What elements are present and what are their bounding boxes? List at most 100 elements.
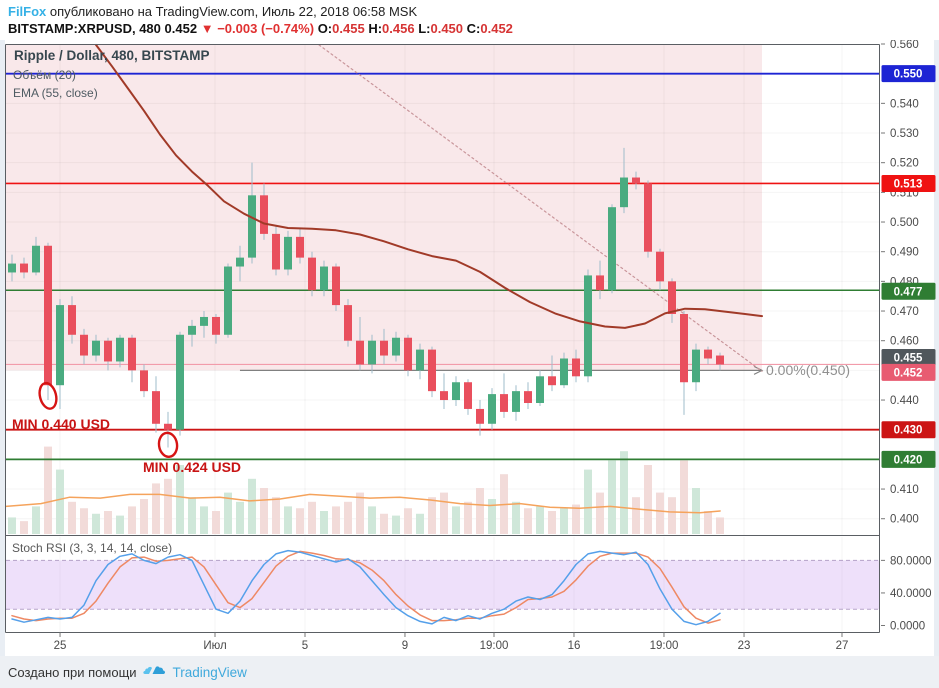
time-axis-label[interactable]: 16: [568, 640, 581, 652]
close-value: 0.452: [480, 21, 513, 36]
price-badge-label: 0.513: [894, 178, 923, 190]
candle-up: [560, 358, 568, 386]
time-axis-label[interactable]: 19:00: [650, 640, 679, 652]
tradingview-brand[interactable]: TradingView: [172, 664, 247, 680]
candle-down: [152, 391, 160, 424]
min-0440-annotation: MIN 0.440 USD: [12, 416, 111, 432]
volume-bar: [692, 488, 700, 534]
low-circle-0424: [157, 431, 179, 458]
candle-up: [692, 349, 700, 383]
low-circle-0440: [38, 381, 58, 410]
time-axis-label[interactable]: 19:00: [480, 640, 509, 652]
candle-up: [116, 337, 124, 362]
chart-legend-title[interactable]: Ripple / Dollar, 480, BITSTAMP: [14, 48, 210, 63]
price-axis-label[interactable]: 0.460: [890, 336, 919, 348]
volume-bar: [212, 511, 220, 534]
high-value: 0.456: [382, 21, 415, 36]
header-bar: FilFox опубликовано на TradingView.com, …: [0, 0, 939, 40]
candle-down: [464, 382, 472, 409]
volume-bar: [248, 478, 256, 534]
time-axis-label[interactable]: 25: [54, 640, 67, 652]
volume-bar: [272, 497, 280, 534]
candle-down: [680, 313, 688, 383]
last-price: 0.452: [164, 21, 198, 36]
volume-bar: [296, 508, 304, 534]
symbol-title[interactable]: BITSTAMP:XRPUSD, 480: [8, 21, 161, 36]
price-axis-label[interactable]: 0.490: [890, 247, 919, 259]
candle-down: [716, 355, 724, 365]
open-value: 0.455: [332, 21, 365, 36]
candle-up: [224, 266, 232, 335]
candle-down: [128, 337, 136, 371]
price-axis-label[interactable]: 0.520: [890, 158, 919, 170]
volume-bar: [464, 501, 472, 534]
candle-down: [704, 349, 712, 359]
candle-down: [572, 358, 580, 377]
volume-bar: [452, 506, 460, 534]
stoch-axis-label[interactable]: 40.0000: [890, 588, 932, 600]
candle-down: [80, 334, 88, 356]
stoch-axis-label[interactable]: 0.0000: [890, 621, 925, 633]
time-axis-label[interactable]: 5: [302, 640, 308, 652]
volume-bar: [620, 451, 628, 534]
volume-bar: [560, 508, 568, 534]
price-axis-label[interactable]: 0.400: [890, 514, 919, 526]
volume-bar: [176, 465, 184, 534]
volume-bar: [512, 501, 520, 534]
volume-bar: [572, 504, 580, 534]
volume-bar: [644, 465, 652, 534]
candle-down: [164, 423, 172, 430]
price-axis-label[interactable]: 0.410: [890, 484, 919, 496]
stoch-axis-label[interactable]: 80.0000: [890, 555, 932, 567]
stoch-rsi-label[interactable]: Stoch RSI (3, 3, 14, 14, close): [12, 541, 173, 555]
candle-up: [248, 195, 256, 258]
time-axis-label[interactable]: 27: [836, 640, 849, 652]
price-axis-label[interactable]: 0.440: [890, 395, 919, 407]
volume-indicator-label[interactable]: Объём (20): [13, 68, 76, 82]
volume-bar: [224, 492, 232, 534]
right-edge-strip: [934, 40, 939, 656]
volume-bar: [164, 478, 172, 534]
candle-down: [44, 245, 52, 386]
volume-bar: [320, 511, 328, 534]
volume-bar: [152, 483, 160, 534]
volume-bar: [524, 508, 532, 534]
price-axis-label[interactable]: 0.500: [890, 217, 919, 229]
time-axis-label[interactable]: 23: [738, 640, 751, 652]
volume-bar: [404, 508, 412, 534]
candle-down: [596, 275, 604, 291]
candle-up: [176, 334, 184, 430]
candle-up: [92, 340, 100, 356]
high-label: H:: [368, 21, 383, 36]
volume-bar: [260, 488, 268, 534]
price-badge-label: 0.430: [894, 425, 923, 437]
ema-indicator-label[interactable]: EMA (55, close): [13, 86, 98, 100]
volume-bar: [344, 501, 352, 534]
candle-down: [500, 394, 508, 412]
price-axis-label[interactable]: 0.560: [890, 39, 919, 51]
candle-up: [584, 275, 592, 377]
time-axis-label[interactable]: 9: [402, 640, 408, 652]
low-value: 0.450: [430, 21, 464, 36]
candle-up: [392, 337, 400, 356]
candle-down: [308, 257, 316, 291]
tradingview-logo-icon[interactable]: [142, 663, 167, 681]
price-axis-label[interactable]: 0.470: [890, 306, 919, 318]
volume-bar: [680, 460, 688, 534]
attribution-bar: Создано при помощи TradingView: [0, 656, 939, 688]
volume-bar: [608, 460, 616, 534]
candle-down: [344, 305, 352, 341]
time-axis-label[interactable]: Июл: [203, 640, 226, 652]
price-badge-label: 0.420: [894, 454, 923, 466]
candle-down: [428, 349, 436, 392]
candle-up: [8, 263, 16, 273]
symbol-line: BITSTAMP:XRPUSD, 480 0.452 ▼ −0.003 (−0.…: [8, 21, 513, 36]
open-label: O:: [317, 21, 333, 36]
price-axis-label[interactable]: 0.530: [890, 128, 919, 140]
candle-down: [404, 337, 412, 371]
close-label: C:: [466, 21, 481, 36]
fib-trend-dotted-line: [318, 44, 763, 372]
price-badge: [881, 282, 936, 300]
price-axis-label[interactable]: 0.540: [890, 98, 919, 110]
